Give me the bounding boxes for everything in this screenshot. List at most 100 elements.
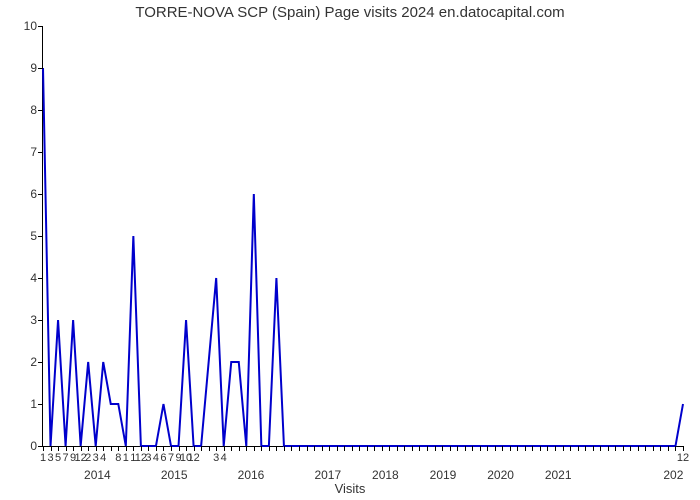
x-tick-mark [517,446,518,451]
x-year-label: 2016 [238,468,265,482]
x-tick-mark [495,446,496,451]
x-tick-mark [397,446,398,451]
x-tick-mark [148,446,149,451]
x-tick-mark [337,446,338,451]
x-tick-mark [683,446,684,451]
x-tick-label: 12 [187,452,199,464]
x-tick-mark [66,446,67,451]
x-tick-mark [126,446,127,451]
x-tick-mark [133,446,134,451]
x-tick-mark [163,446,164,451]
y-tick-label: 2 [30,355,37,369]
x-tick-mark [630,446,631,451]
x-tick-mark [216,446,217,451]
x-tick-label: 3 [47,452,53,464]
x-tick-mark [43,446,44,451]
x-tick-mark [352,446,353,451]
x-tick-mark [179,446,180,451]
y-tick-label: 8 [30,103,37,117]
x-tick-mark [103,446,104,451]
x-tick-label: 6 [160,452,166,464]
x-year-label: 2020 [487,468,514,482]
x-tick-mark [645,446,646,451]
x-tick-mark [261,446,262,451]
y-tick-mark [38,362,43,363]
x-tick-mark [276,446,277,451]
x-tick-mark [480,446,481,451]
x-tick-label: 8 [115,452,121,464]
x-tick-mark [435,446,436,451]
x-tick-label: 3 [145,452,151,464]
y-tick-mark [38,68,43,69]
x-tick-mark [615,446,616,451]
x-tick-mark [111,446,112,451]
x-tick-mark [254,446,255,451]
y-tick-mark [38,26,43,27]
y-tick-mark [38,110,43,111]
x-tick-mark [510,446,511,451]
x-tick-label: 7 [63,452,69,464]
y-tick-label: 9 [30,61,37,75]
x-tick-mark [675,446,676,451]
x-year-label: 202 [663,468,683,482]
x-tick-mark [284,446,285,451]
x-tick-label: 5 [55,452,61,464]
x-tick-mark [118,446,119,451]
x-tick-mark [141,446,142,451]
x-tick-mark [427,446,428,451]
x-tick-mark [322,446,323,451]
x-tick-mark [246,446,247,451]
plot-area: 0123456789101357912234811123467910123412… [42,26,683,447]
y-tick-mark [38,194,43,195]
x-tick-mark [450,446,451,451]
x-axis-label: Visits [0,481,700,496]
x-tick-mark [329,446,330,451]
x-tick-mark [412,446,413,451]
x-tick-mark [465,446,466,451]
x-tick-mark [201,446,202,451]
x-tick-mark [96,446,97,451]
x-tick-mark [502,446,503,451]
x-tick-mark [555,446,556,451]
y-tick-mark [38,236,43,237]
x-tick-mark [563,446,564,451]
x-tick-mark [457,446,458,451]
x-tick-mark [58,446,59,451]
x-tick-mark [389,446,390,451]
x-tick-mark [239,446,240,451]
y-tick-label: 3 [30,313,37,327]
x-tick-label: 4 [153,452,159,464]
x-year-label: 2018 [372,468,399,482]
x-tick-mark [442,446,443,451]
x-tick-label: 7 [168,452,174,464]
y-tick-label: 5 [30,229,37,243]
x-year-label: 2017 [314,468,341,482]
x-tick-mark [344,446,345,451]
x-tick-mark [585,446,586,451]
x-tick-mark [578,446,579,451]
x-tick-mark [299,446,300,451]
y-tick-mark [38,320,43,321]
x-tick-mark [209,446,210,451]
x-tick-mark [374,446,375,451]
chart-title: TORRE-NOVA SCP (Spain) Page visits 2024 … [0,4,700,21]
x-year-label: 2015 [161,468,188,482]
x-tick-label: 12 [677,452,689,464]
x-tick-mark [540,446,541,451]
y-tick-label: 4 [30,271,37,285]
x-tick-mark [487,446,488,451]
x-tick-mark [291,446,292,451]
y-tick-label: 10 [24,19,37,33]
x-tick-label: 1 [123,452,129,464]
x-tick-mark [156,446,157,451]
x-tick-mark [314,446,315,451]
x-tick-label: 2 [85,452,91,464]
x-tick-mark [359,446,360,451]
x-tick-mark [570,446,571,451]
x-tick-mark [547,446,548,451]
x-tick-mark [653,446,654,451]
x-tick-label: 4 [221,452,227,464]
x-tick-label: 3 [213,452,219,464]
x-tick-mark [600,446,601,451]
x-year-label: 2019 [430,468,457,482]
